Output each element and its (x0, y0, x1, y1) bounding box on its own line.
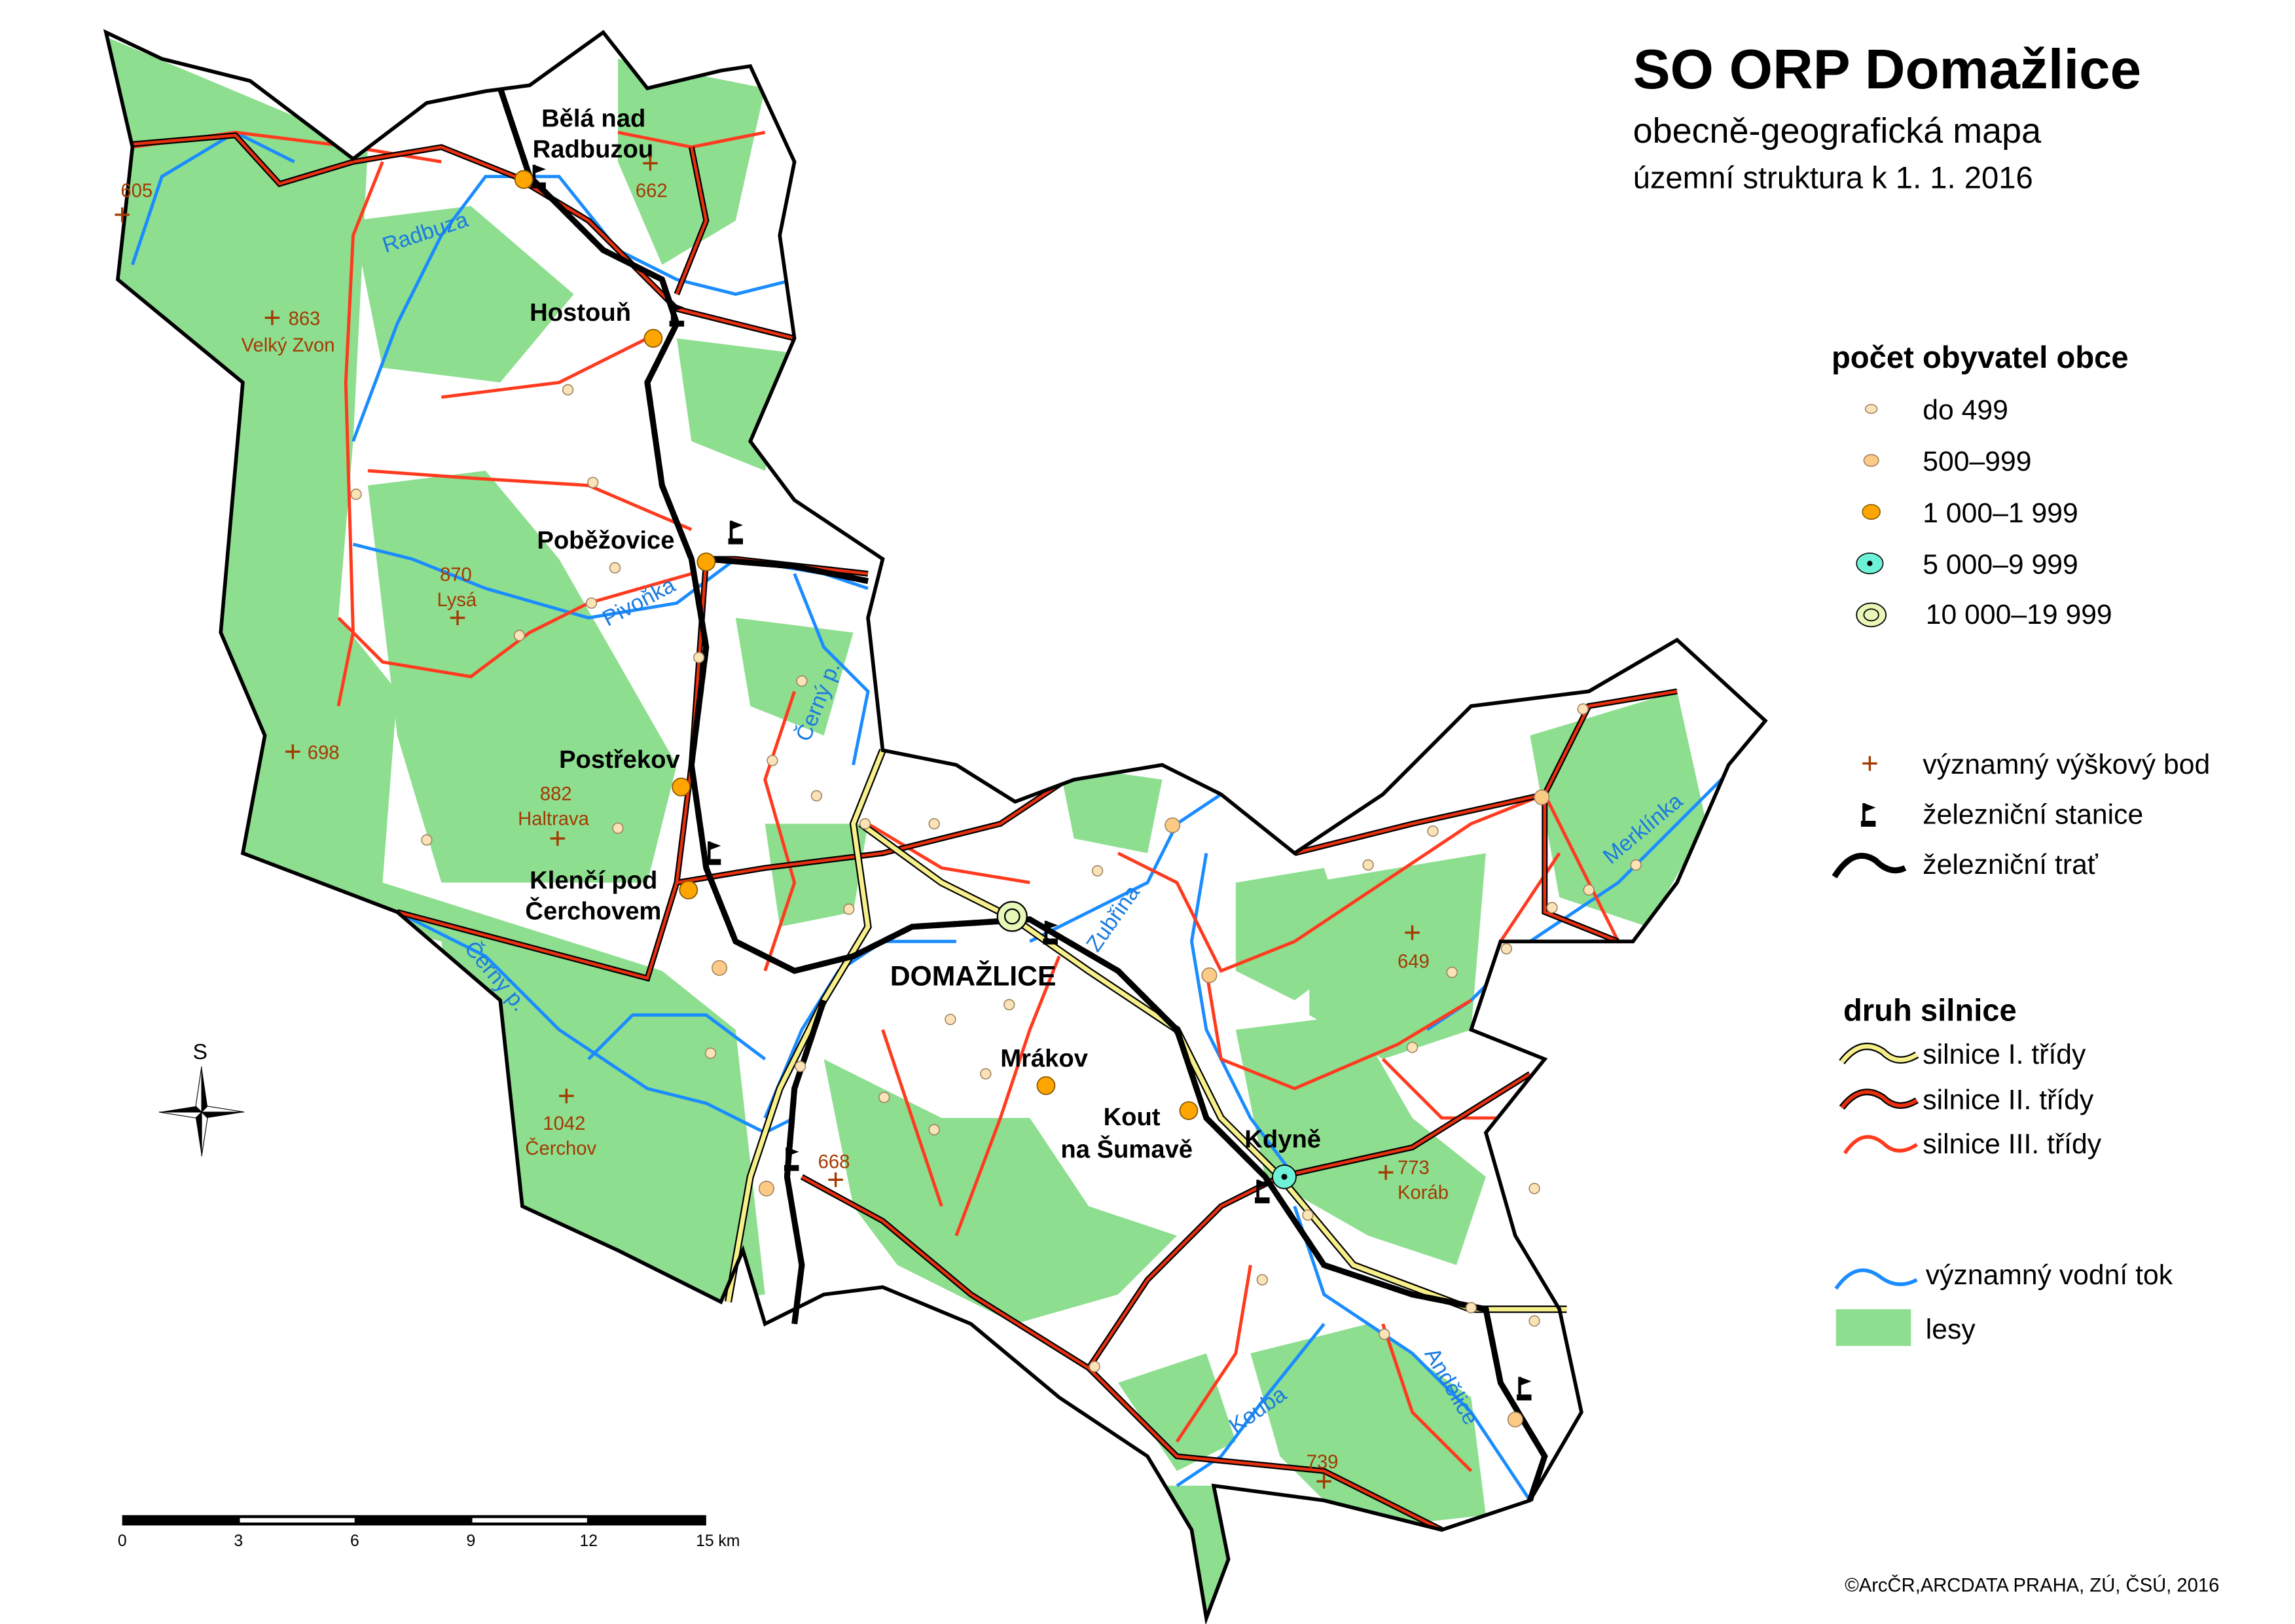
town-domazlice-marker (996, 901, 1028, 932)
scale-tick: 3 (234, 1532, 243, 1550)
legend-label: lesy (1926, 1314, 1976, 1345)
villages-500-999 (712, 789, 1550, 1428)
legend-label: významný výškový bod (1923, 749, 2210, 780)
legend-symbol-5000 (1856, 552, 1884, 575)
town-label: Čerchovem (525, 896, 661, 926)
elevation-label: 698 (308, 743, 340, 764)
legend-label: 10 000–19 999 (1926, 599, 2112, 630)
copyright: ©ArcČR,ARCDATA PRAHA, ZÚ, ČSÚ, 2016 (1845, 1574, 2219, 1597)
railway-station-icon (1043, 920, 1058, 945)
town-label: Poběžovice (537, 526, 674, 554)
elevation-label: Koráb (1398, 1183, 1449, 1204)
compass-rose: S (158, 1039, 245, 1157)
town-label: Mrákov (1000, 1044, 1088, 1072)
legend-label: železniční stanice (1923, 799, 2143, 830)
forest-icon (1835, 1309, 1911, 1346)
river-label: Pivoňka (598, 572, 679, 631)
legend-label: silnice II. třídy (1923, 1084, 2094, 1115)
road-class-2-icon (1839, 1089, 1919, 1110)
elevation-label: Haltrava (518, 809, 590, 830)
railway-station-icon (669, 302, 685, 327)
river-label: Zubřina (1081, 880, 1145, 956)
map-title: SO ORP Domažlice (1633, 39, 2142, 101)
elevation-label: 668 (818, 1151, 850, 1172)
town-label: Klenčí pod (530, 866, 657, 894)
legend-roads-title: druh silnice (1843, 994, 2017, 1028)
town-label: Radbuzou (533, 135, 654, 163)
legend-label: silnice I. třídy (1923, 1039, 2086, 1070)
river-icon (1834, 1268, 1918, 1290)
elevation-label: 870 (440, 565, 472, 586)
town-label: Hostouň (530, 298, 631, 327)
town-label: Postřekov (559, 746, 680, 774)
elevation-label: 649 (1398, 952, 1430, 973)
legend-symbol-small (1864, 404, 1878, 414)
legend-symbol-10000 (1856, 602, 1887, 628)
railway-station-icon (706, 841, 721, 865)
road-class-1-icon (1839, 1042, 1919, 1065)
legend-label: do 499 (1923, 394, 2008, 425)
railway (500, 88, 1548, 1500)
scale-tick: 12 (580, 1532, 598, 1550)
map-subtitle-date: územní struktura k 1. 1. 2016 (1633, 161, 2033, 196)
railway-station-icon (784, 1147, 799, 1171)
railway-station-icon (531, 164, 546, 189)
town-label: na Šumavě (1060, 1134, 1193, 1164)
legend: počet obyvatel obce do 499 500–999 1 000… (1832, 340, 2210, 1346)
elevation-point-icon (1862, 756, 1877, 771)
compass-label: S (193, 1039, 208, 1064)
legend-symbol-1000 (1862, 504, 1881, 520)
map-subtitle: obecně-geografická mapa (1633, 111, 2042, 151)
town-label: DOMAŽLICE (890, 960, 1057, 992)
legend-symbol-mid (1863, 454, 1879, 467)
legend-population-title: počet obyvatel obce (1832, 340, 2129, 375)
legend-label: významný vodní tok (1926, 1259, 2173, 1291)
town-label: Kdyně (1244, 1125, 1321, 1153)
railway-station-icon (1860, 803, 1876, 827)
scale-tick: 0 (118, 1532, 127, 1550)
elevation-label: Lysá (437, 590, 477, 611)
elevation-label: 882 (540, 784, 572, 805)
elevation-label: Čerchov (525, 1137, 596, 1159)
legend-label: 5 000–9 999 (1923, 549, 2078, 580)
town-label: Bělá nad (541, 104, 645, 132)
elevation-label: Velký Zvon (242, 335, 335, 356)
railway-line-icon (1834, 856, 1905, 876)
legend-label: silnice III. třídy (1923, 1128, 2101, 1160)
villages-under-500 (350, 384, 1642, 1373)
railway-station-icon (1255, 1180, 1270, 1204)
forest-areas (105, 32, 1707, 1619)
town-kdyne-marker (1272, 1164, 1297, 1189)
town-label: Kout (1104, 1103, 1161, 1131)
road-class-1 (859, 821, 1567, 1312)
railway-station-icon (1517, 1377, 1532, 1401)
legend-label: železniční trať (1923, 849, 2098, 880)
legend-label: 1 000–1 999 (1923, 497, 2078, 529)
scale-bar: 0 3 6 9 12 15 km (118, 1515, 740, 1550)
scale-tick: 9 (467, 1532, 476, 1550)
towns-1000-1999 (514, 170, 1199, 1121)
elevation-label: 662 (636, 181, 668, 202)
elevation-label: 739 (1307, 1452, 1339, 1473)
elevation-label: 773 (1398, 1157, 1430, 1178)
scale-tick: 6 (350, 1532, 359, 1550)
elevation-label: 1042 (543, 1113, 585, 1134)
railway-station-icon (728, 520, 743, 545)
elevation-label: 863 (289, 309, 321, 330)
elevation-label: 605 (120, 181, 153, 202)
road-class-3-icon (1843, 1135, 1918, 1155)
elevation-points (115, 156, 1420, 1489)
railway-stations (531, 164, 1532, 1401)
scale-tick: 15 km (696, 1532, 740, 1550)
legend-label: 500–999 (1923, 446, 2031, 477)
